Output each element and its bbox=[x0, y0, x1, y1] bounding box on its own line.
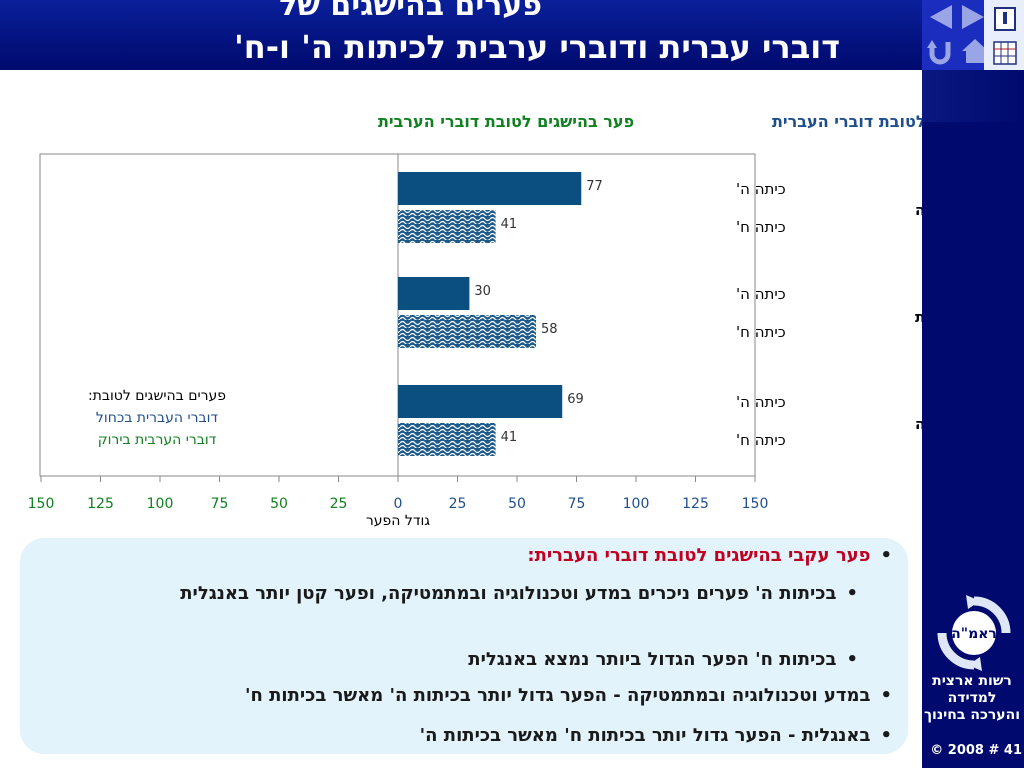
bar-2-1 bbox=[398, 423, 496, 456]
x-tick-label: 75 bbox=[211, 496, 229, 512]
bullet-icon: • bbox=[880, 725, 892, 746]
nav-side-panel bbox=[984, 0, 1024, 70]
header-hebrew-advantage: פער בהישגים לטובת דוברי העברית bbox=[772, 112, 922, 131]
data-label: 58 bbox=[541, 322, 558, 337]
x-tick-label: 0 bbox=[394, 496, 403, 512]
grade-label: כיתה ה' bbox=[736, 180, 786, 198]
rama-logo-icon: ראמ"ה bbox=[937, 595, 1011, 671]
legend-arabic-green: דוברי הערבית בירוק bbox=[97, 432, 217, 448]
data-label: 69 bbox=[567, 392, 584, 407]
x-tick-label: 150 bbox=[28, 496, 55, 512]
note-item-3: •באנגלית - הפער גדול יותר בכיתות ח' מאשר… bbox=[420, 722, 892, 750]
slide-number: © 2008 # 41 bbox=[930, 743, 1022, 758]
bullet-icon: • bbox=[880, 545, 892, 566]
note-item-2: •במדע וטכנולוגיה ובמתמטיקה - הפער גדול י… bbox=[245, 682, 892, 710]
slide-header: פערים בהישגים של דוברי עברית ודוברי ערבי… bbox=[0, 0, 922, 70]
bar-1-0 bbox=[398, 277, 470, 310]
legend-hebrew-blue: דוברי העברית בכחול bbox=[95, 410, 219, 426]
home-icon[interactable] bbox=[960, 36, 990, 66]
grid-icon[interactable] bbox=[990, 38, 1020, 68]
bar-0-0 bbox=[398, 172, 582, 205]
data-label: 30 bbox=[474, 284, 491, 299]
data-label: 41 bbox=[501, 430, 518, 445]
gap-bar-chart: פער בהישגים לטובת דוברי העברית פער בהישג… bbox=[28, 112, 922, 529]
x-tick-label: 75 bbox=[568, 496, 586, 512]
x-tick-label: 50 bbox=[270, 496, 288, 512]
notes-panel: •פער עקבי בהישגים לטובת דוברי העברית: •ב… bbox=[20, 538, 908, 754]
bullet-icon: • bbox=[846, 649, 858, 670]
back-arrow-icon[interactable] bbox=[926, 2, 956, 32]
x-axis-label: גודל הפער bbox=[366, 513, 430, 529]
x-tick-label: 125 bbox=[682, 496, 709, 512]
x-tick-label: 100 bbox=[623, 496, 650, 512]
data-label: 41 bbox=[501, 217, 518, 232]
subject-label: אנגלית bbox=[915, 308, 922, 326]
note-sub-2: •בכיתות ח' הפער הגדול ביותר נמצא באנגלית bbox=[468, 646, 858, 674]
slide-title-line2: דוברי עברית ודוברי ערבית לכיתות ה' ו-ח' bbox=[233, 28, 840, 66]
legend-title: פערים בהישגים לטובת: bbox=[87, 388, 227, 404]
header-arabic-advantage: פער בהישגים לטובת דוברי הערבית bbox=[378, 112, 634, 131]
x-tick-label: 125 bbox=[87, 496, 114, 512]
organization-block: ראמ"ה רשות ארצית למדידה והערכה בחינוך © … bbox=[922, 585, 1024, 768]
nav-panel bbox=[922, 0, 1024, 70]
x-tick-label: 25 bbox=[449, 496, 467, 512]
bar-0-1 bbox=[398, 210, 496, 243]
rama-logo-text: ראמ"ה bbox=[951, 626, 997, 642]
note-sub-1: •בכיתות ה' פערים ניכרים במדע וטכנולוגיה … bbox=[98, 580, 858, 608]
forward-arrow-icon[interactable] bbox=[958, 2, 988, 32]
slide-title-line1: פערים בהישגים של bbox=[279, 0, 542, 23]
bullet-icon: • bbox=[846, 583, 858, 604]
note-item-1: •פער עקבי בהישגים לטובת דוברי העברית: bbox=[527, 542, 892, 570]
x-tick-label: 150 bbox=[742, 496, 769, 512]
info-icon[interactable] bbox=[990, 4, 1020, 34]
bullet-icon: • bbox=[880, 685, 892, 706]
subject-label: מתמטיקה bbox=[915, 415, 922, 433]
x-tick-label: 50 bbox=[508, 496, 526, 512]
x-tick-label: 100 bbox=[147, 496, 174, 512]
return-icon[interactable] bbox=[926, 36, 956, 66]
data-label: 77 bbox=[586, 179, 603, 194]
grade-label: כיתה ח' bbox=[736, 323, 786, 341]
sidebar: ראמ"ה רשות ארצית למדידה והערכה בחינוך © … bbox=[922, 0, 1024, 768]
nav-strip bbox=[922, 70, 1024, 122]
legend: פערים בהישגים לטובת: דוברי העברית בכחול … bbox=[62, 388, 252, 454]
grade-label: כיתה ה' bbox=[736, 393, 786, 411]
bar-1-1 bbox=[398, 315, 537, 348]
x-tick-label: 25 bbox=[330, 496, 348, 512]
subject-label: מדע וטכנולוגיה bbox=[915, 201, 922, 219]
grade-label: כיתה ח' bbox=[736, 431, 786, 449]
grade-label: כיתה ה' bbox=[736, 285, 786, 303]
grade-label: כיתה ח' bbox=[736, 218, 786, 236]
bar-2-0 bbox=[398, 385, 563, 418]
organization-name: רשות ארצית למדידה והערכה בחינוך bbox=[923, 673, 1021, 723]
